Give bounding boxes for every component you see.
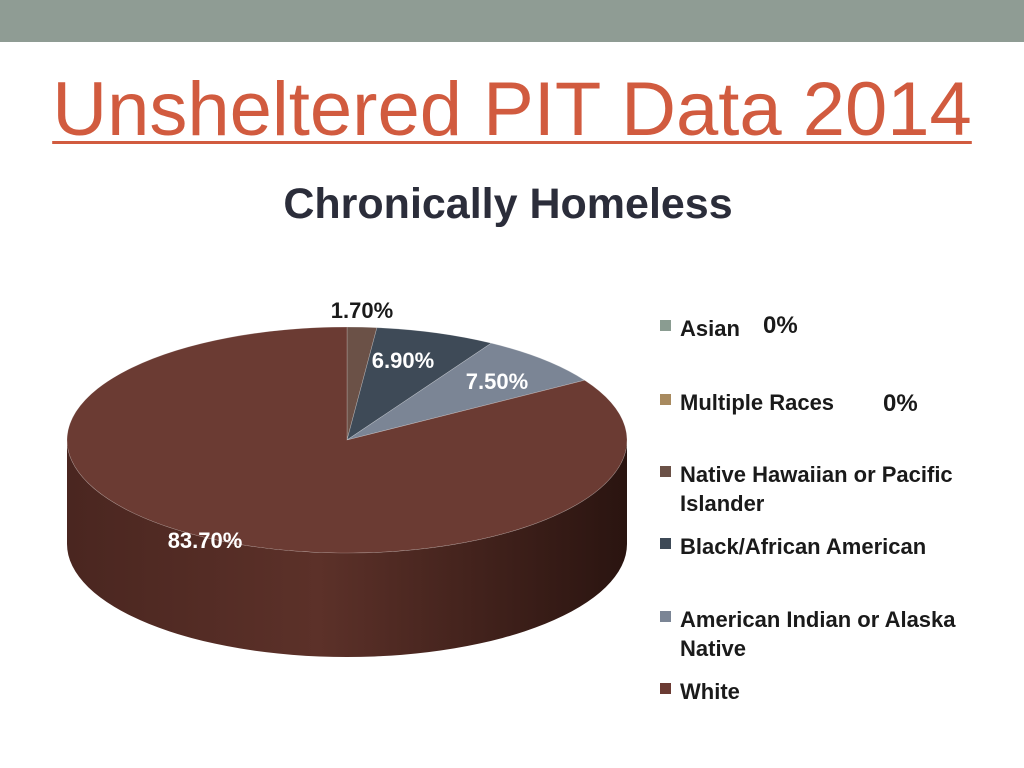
legend-swatch-multiple-races (660, 394, 671, 405)
data-label-white: 83.70% (168, 528, 243, 553)
pie-slice-american-indian-or-alaska-native (346, 342, 586, 441)
legend-label-american-indian: American Indian or Alaska Native (680, 607, 956, 661)
legend-label-black-african-american: Black/African American (680, 534, 927, 559)
chart-title: Chronically Homeless (283, 180, 733, 228)
data-label-american-indian-or-alaska-native: 7.50% (466, 369, 528, 394)
multiple-races-value-label: 0% (883, 390, 918, 417)
legend-label-native-hawaiian: Native Hawaiian or Pacific Islander (680, 462, 953, 516)
asian-value-label: 0% (763, 312, 798, 339)
data-label-native-hawaiian-or-pacific-islander: 1.70% (331, 298, 393, 323)
legend-label-multiple-races: Multiple Races (680, 390, 835, 415)
slide-title: Unsheltered PIT Data 2014 (52, 67, 972, 152)
pie-slice-white (66, 326, 628, 554)
legend-label-asian: Asian (680, 316, 740, 341)
legend-swatch-white (660, 683, 671, 694)
legend-swatch-american-indian (660, 611, 671, 622)
legend-swatch-black-african-american (660, 538, 671, 549)
pie-slice-native-hawaiian-or-pacific-islander (346, 326, 378, 441)
pie-side-wall (67, 440, 627, 657)
pie-slice-black-african-american (346, 327, 493, 441)
legend-label-white: White (680, 679, 740, 704)
top-band (0, 0, 1024, 42)
legend-swatch-asian (660, 320, 671, 331)
legend-swatch-native-hawaiian (660, 466, 671, 477)
data-label-black-african-american: 6.90% (372, 348, 434, 373)
